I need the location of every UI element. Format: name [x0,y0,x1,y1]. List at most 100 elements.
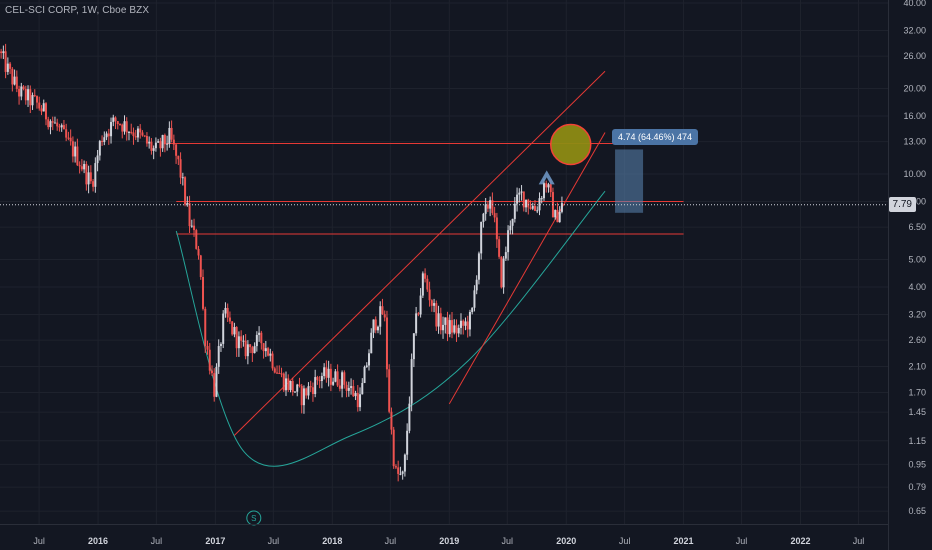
candle-body [190,225,193,227]
y-tick-label: 6.50 [908,222,926,232]
candle-body [327,368,330,378]
candle-body [15,76,18,89]
candle-body [334,371,337,382]
x-tick-label: Jul [385,536,397,546]
candle-body [495,217,498,240]
candle-body [213,373,216,397]
candle-body [170,127,173,140]
y-tick-label: 3.20 [908,310,926,320]
y-tick-label: 16.00 [903,111,926,121]
candle-body [132,132,135,137]
candle-body [453,325,456,333]
current-price-tag: 7.79 [888,197,916,213]
candle-body [98,141,101,156]
candle-body [424,273,427,279]
candle-body [249,344,252,348]
chart-grid [0,0,888,524]
candle-body [341,372,344,389]
candle-body [368,353,371,366]
candle-body [412,333,415,360]
y-tick-label: 1.15 [908,436,926,446]
candle-body [127,131,130,133]
y-tick-label: 0.79 [908,482,926,492]
candle-body [480,221,483,254]
y-tick-label: 2.60 [908,335,926,345]
candle-body [24,88,27,101]
candle-body [186,203,189,205]
candle-body [157,141,160,143]
y-tick-label: 20.00 [903,83,926,93]
candle-body [237,336,240,349]
candle-body [448,320,451,335]
candle-body [471,307,474,312]
candle-body [103,137,106,143]
candle-body [18,88,21,97]
price-axis[interactable]: 40.00 32.00 26.00 20.00 16.00 13.00 10.00 8.00 6… [903,0,926,516]
candle-body [446,317,449,335]
candle-body [354,393,357,397]
candle-body [184,177,187,205]
x-tick-label: Jul [853,536,865,546]
candle-body [540,198,543,200]
candle-body [123,121,126,132]
candle-body [217,346,220,367]
candle-body [477,253,480,280]
candle-body [195,230,198,249]
candle-body [136,128,139,138]
candle-body [105,133,108,138]
x-tick-label: 2021 [674,536,694,546]
candle-body [410,359,413,404]
candle-body [36,96,39,103]
candle-body [383,314,386,318]
candle-body [47,119,50,128]
candle-body [520,191,523,193]
candle-body [451,320,454,333]
candle-body [13,76,16,85]
measure-box [615,149,644,213]
candle-body [394,466,397,468]
candle-body [365,365,368,367]
candle-body [231,321,234,335]
candle-body [381,306,384,315]
candle-body [518,192,521,195]
candle-body [9,63,12,69]
candle-body [464,321,467,326]
candle-body [110,121,113,137]
candle-body [27,89,30,101]
y-tick-label: 8.00 [908,197,926,207]
candle-body [53,122,56,124]
x-tick-label: 2019 [439,536,459,546]
candle-body [516,194,519,204]
candle-body [403,454,406,472]
candle-body [29,89,32,106]
candle-body [428,289,431,301]
y-tick-label: 26.00 [903,51,926,61]
y-tick-label: 32.00 [903,26,926,36]
trendline [448,132,606,405]
candle-body [175,144,178,156]
candle-body [143,135,146,137]
candle-body [287,378,290,390]
candle-body [4,51,7,72]
candle-body [329,368,332,385]
candle-body [547,184,550,188]
candle-body [305,388,308,396]
candle-body [296,384,299,392]
candle-body [385,317,388,370]
candle-body [251,347,254,354]
candle-body [280,373,283,375]
candle-body [298,384,301,386]
candle-body [33,95,36,97]
candle-body [352,386,355,397]
candle-body [370,332,373,354]
candle-body [285,378,288,391]
time-axis[interactable]: Jul 2016 Jul 2017 Jul 2018 Jul 2019 Jul 2020 Jul 20… [33,536,864,546]
candle-body [58,126,61,128]
candle-body [314,377,317,395]
candle-body [215,366,218,397]
candle-body [96,155,99,164]
x-tick-label: 2016 [88,536,108,546]
overlays: S [246,123,644,526]
x-tick-label: 2022 [790,536,810,546]
